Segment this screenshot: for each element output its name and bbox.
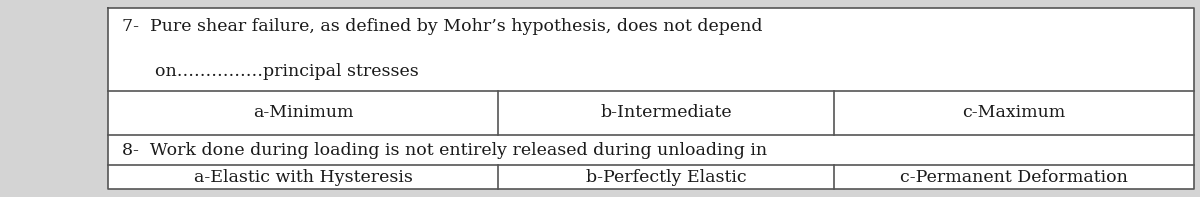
Text: 7-  Pure shear failure, as defined by Mohr’s hypothesis, does not depend: 7- Pure shear failure, as defined by Moh… xyxy=(122,18,763,35)
Text: b-Perfectly Elastic: b-Perfectly Elastic xyxy=(586,169,746,186)
Text: 8-  Work done during loading is not entirely released during unloading in: 8- Work done during loading is not entir… xyxy=(122,142,768,159)
Text: a-Elastic with Hysteresis: a-Elastic with Hysteresis xyxy=(193,169,413,186)
Text: b-Intermediate: b-Intermediate xyxy=(600,104,732,121)
Text: on……………principal stresses: on……………principal stresses xyxy=(122,63,419,80)
Text: c-Permanent Deformation: c-Permanent Deformation xyxy=(900,169,1128,186)
Text: a-Minimum: a-Minimum xyxy=(253,104,353,121)
Text: c-Maximum: c-Maximum xyxy=(962,104,1066,121)
